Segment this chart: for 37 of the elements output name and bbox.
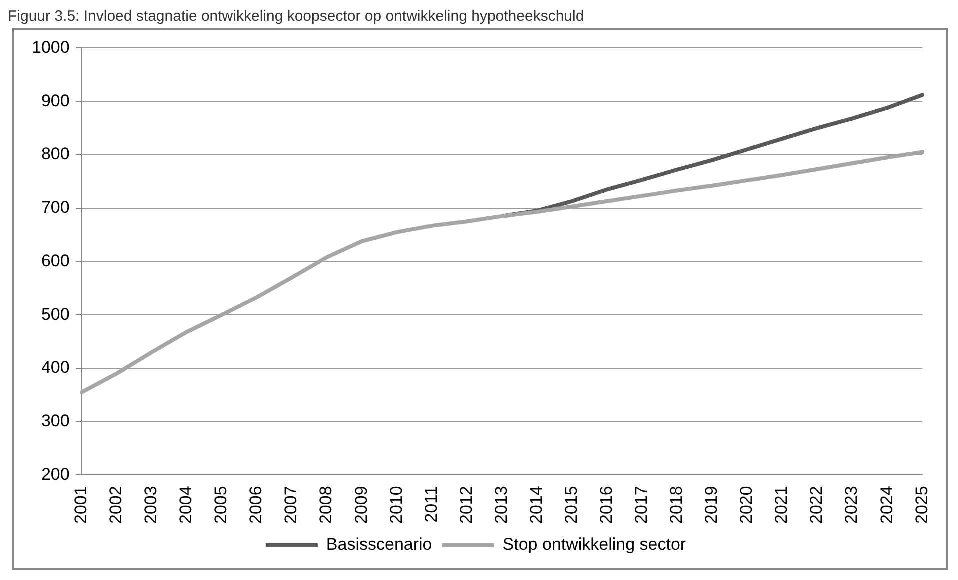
x-tick-label: 2001 <box>72 486 91 524</box>
x-tick-label: 2003 <box>142 486 161 524</box>
y-tick-label: 500 <box>41 304 70 324</box>
y-tick-label: 900 <box>41 91 70 110</box>
x-tick-label: 2007 <box>282 486 301 524</box>
x-tick-label: 2010 <box>386 486 406 524</box>
x-tick-label: 2005 <box>212 486 231 524</box>
y-tick-label: 800 <box>41 144 70 164</box>
x-tick-label: 2019 <box>702 486 722 524</box>
x-tick-label: 2012 <box>456 486 476 524</box>
y-tick-label: 200 <box>41 464 70 484</box>
x-tick-label: 2018 <box>667 486 686 524</box>
y-tick-label: 1000 <box>32 38 70 57</box>
legend-label: Basisscenario <box>326 535 432 554</box>
x-tick-label: 2014 <box>526 486 546 524</box>
x-tick-label: 2024 <box>877 486 896 524</box>
x-tick-label: 2020 <box>737 486 756 524</box>
x-tick-label: 2016 <box>596 486 616 524</box>
x-tick-label: 2009 <box>352 486 371 524</box>
x-tick-label: 2004 <box>176 486 196 524</box>
chart-title: Figuur 3.5: Invloed stagnatie ontwikkeling koopsector op ontwikkeling hypotheekschuld <box>8 8 586 26</box>
y-tick-label: 300 <box>41 411 70 430</box>
x-tick-label: 2025 <box>912 486 932 524</box>
x-tick-label: 2021 <box>772 486 792 524</box>
legend-label: Stop ontwikkeling sector <box>502 535 686 554</box>
x-tick-label: 2011 <box>422 486 441 523</box>
x-tick-label: 2017 <box>632 486 652 524</box>
x-tick-label: 2002 <box>106 486 126 524</box>
y-tick-label: 400 <box>41 358 70 378</box>
x-tick-label: 2023 <box>842 486 862 524</box>
x-tick-label: 2006 <box>246 486 266 524</box>
x-tick-label: 2022 <box>807 486 826 524</box>
x-tick-label: 2008 <box>316 486 336 524</box>
y-tick-label: 600 <box>41 251 70 270</box>
y-tick-label: 700 <box>41 198 70 218</box>
x-tick-label: 2013 <box>492 486 511 524</box>
x-tick-label: 2015 <box>562 486 581 524</box>
